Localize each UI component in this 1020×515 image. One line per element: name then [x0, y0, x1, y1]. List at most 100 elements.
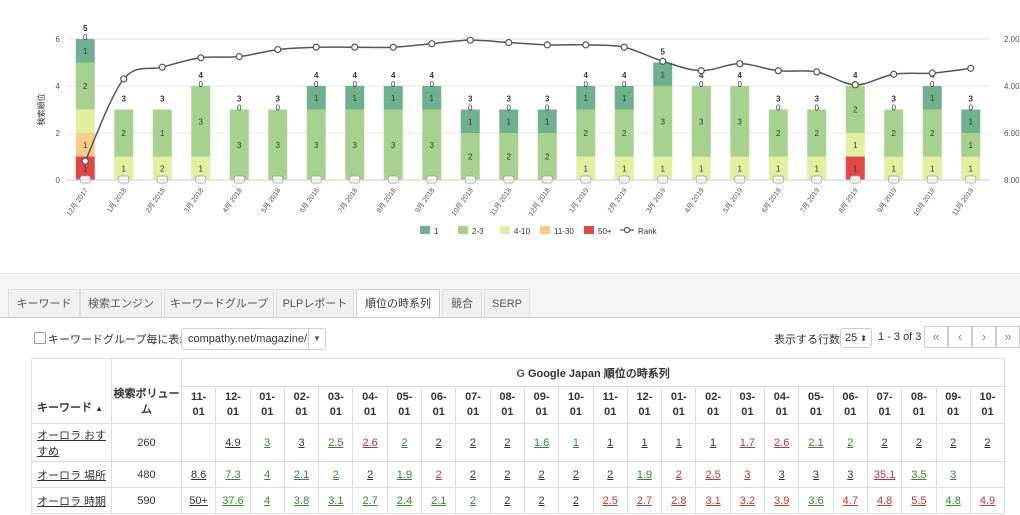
search-volume-header[interactable]: 検索ボリューム [111, 358, 182, 424]
rank-value-link[interactable]: 2.1 [808, 436, 824, 449]
rank-value-link[interactable]: 2.5 [705, 468, 721, 481]
rank-value-link[interactable]: 8.6 [191, 468, 207, 481]
keyword-header[interactable]: キーワード ▲ [31, 358, 112, 424]
rank-value-link[interactable]: 3 [847, 468, 854, 481]
legend-label: 50+ [598, 227, 612, 236]
tab-6[interactable]: SERP [484, 289, 530, 317]
rank-value-link[interactable]: 1 [572, 436, 579, 449]
rank-value-link[interactable]: 2 [332, 468, 339, 481]
rank-value-link[interactable]: 2.5 [328, 436, 344, 449]
tab-5[interactable]: 競合 [442, 289, 482, 317]
rank-value-link[interactable]: 2.4 [396, 494, 413, 507]
rank-value-link[interactable]: 3.1 [705, 494, 721, 507]
bar-segment-label: 1 [507, 117, 512, 126]
tab-2[interactable]: キーワードグループ [164, 289, 274, 317]
rank-value-link[interactable]: 2 [504, 436, 511, 449]
rank-value-link[interactable]: 2 [984, 436, 991, 449]
rank-value-link[interactable]: 1.6 [533, 436, 550, 449]
rank-value-link[interactable]: 2 [435, 436, 442, 449]
month-header-bottom: 01 [432, 406, 445, 418]
keyword-link[interactable]: オーロラ 場所 [37, 469, 107, 482]
rank-value-link[interactable]: 3 [950, 468, 957, 481]
rank-value-link[interactable]: 3 [744, 468, 751, 481]
rank-value-link[interactable]: 2 [469, 494, 477, 507]
rank-value-link[interactable]: 1.9 [636, 468, 653, 481]
rank-value-link[interactable]: 4.7 [842, 494, 858, 507]
rank-value-link[interactable]: 4.9 [225, 436, 241, 449]
rank-value-link[interactable]: 1 [675, 436, 682, 449]
rank-value-link[interactable]: 2 [675, 468, 682, 481]
rank-value-link[interactable]: 2.7 [636, 494, 653, 507]
rank-value-link[interactable]: 4 [264, 494, 271, 507]
first-page-button[interactable]: « [924, 326, 948, 348]
tab-4[interactable]: 順位の時系列 [356, 289, 440, 319]
next-page-button[interactable]: › [972, 326, 996, 348]
month-header-bottom: 01 [466, 406, 480, 418]
rank-value-link[interactable]: 2 [469, 436, 477, 449]
rank-value-link[interactable]: 3.2 [739, 494, 756, 507]
rank-value-link[interactable]: 2 [538, 494, 545, 507]
rank-value-link[interactable]: 2 [435, 468, 442, 481]
rank-value-link[interactable]: 3.6 [808, 494, 824, 507]
rank-value-link[interactable]: 3 [778, 468, 785, 481]
rank-value-link[interactable]: 2 [469, 468, 477, 481]
rank-value-link[interactable]: 2 [504, 494, 511, 507]
site-select[interactable]: compathy.net/magazine/▼ [181, 328, 326, 350]
rank-value-link[interactable]: 2 [538, 468, 545, 481]
rank-value-link[interactable]: 2 [915, 436, 922, 449]
rank-value-link[interactable]: 3.9 [774, 494, 790, 507]
rank-value-link[interactable]: 37.6 [222, 494, 244, 507]
keyword-link[interactable]: オーロラ 時期 [37, 495, 107, 508]
rank-value-link[interactable]: 2.1 [431, 494, 447, 507]
tab-3[interactable]: PLPレポート [276, 289, 354, 317]
rank-value-link[interactable]: 4.8 [876, 494, 893, 507]
rank-value-link[interactable]: 2 [950, 436, 957, 449]
rank-value-link[interactable]: 5.5 [911, 494, 927, 507]
rank-value-link[interactable]: 3 [264, 436, 271, 449]
bar-segment [807, 156, 827, 180]
rank-value-link[interactable]: 4.8 [945, 494, 961, 507]
rank-value-link[interactable]: 2 [572, 468, 579, 481]
rank-value-link[interactable]: 2 [847, 436, 854, 449]
rank-value-link[interactable]: 1.9 [396, 468, 413, 481]
rank-value-link[interactable]: 7.3 [225, 468, 241, 481]
tab-1[interactable]: 検索エンジン [80, 289, 162, 317]
bar-segment [537, 109, 557, 133]
bar-zero-label: 0 [738, 80, 743, 89]
rank-value-link[interactable]: 3.1 [328, 494, 344, 507]
rank-value-link[interactable]: 2.6 [362, 436, 378, 449]
prev-page-button[interactable]: ‹ [948, 326, 972, 348]
rank-value-link[interactable]: 3.8 [293, 494, 310, 507]
rank-value-link[interactable]: 3.5 [911, 468, 927, 481]
rank-value-link[interactable]: 2 [881, 436, 888, 449]
rank-value-link[interactable]: 1 [607, 436, 614, 449]
rank-cell: 3 [249, 423, 285, 462]
tab-0[interactable]: キーワード [8, 289, 80, 317]
rank-value-link[interactable]: 2.8 [671, 494, 687, 507]
rank-cell: 1 [592, 423, 628, 462]
rank-value-link[interactable]: 3 [812, 468, 820, 481]
last-page-button[interactable]: » [996, 326, 1020, 348]
rank-value-link[interactable]: 2.5 [602, 494, 618, 507]
rank-value-link[interactable]: 1 [641, 436, 648, 449]
rank-value-link[interactable]: 2 [401, 436, 408, 449]
rank-value-link[interactable]: 50+ [189, 494, 208, 507]
bar-segment [152, 109, 172, 157]
bar-segment-label: 2 [892, 129, 897, 138]
rank-value-link[interactable]: 2.7 [362, 494, 378, 507]
rank-value-link[interactable]: 2 [367, 468, 374, 481]
rank-value-link[interactable]: 2 [572, 494, 579, 507]
rank-value-link[interactable]: 2 [504, 468, 511, 481]
rank-value-link[interactable]: 2.1 [293, 468, 310, 481]
rank-value-link[interactable]: 35.1 [873, 468, 896, 481]
rank-value-link[interactable]: 1.7 [739, 436, 756, 449]
rank-value-link[interactable]: 2 [607, 468, 614, 481]
rank-value-link[interactable]: 4.9 [979, 494, 996, 507]
keyword-link[interactable]: オーロラ おすすめ [37, 429, 107, 458]
rank-value-link[interactable]: 2.6 [774, 436, 790, 449]
group-checkbox[interactable] [34, 332, 46, 344]
rows-per-page-select[interactable]: 25 ⬍ [840, 328, 872, 348]
rank-value-link[interactable]: 4 [264, 468, 271, 481]
rank-value-link[interactable]: 3 [298, 436, 305, 449]
rank-value-link[interactable]: 1 [710, 436, 717, 449]
